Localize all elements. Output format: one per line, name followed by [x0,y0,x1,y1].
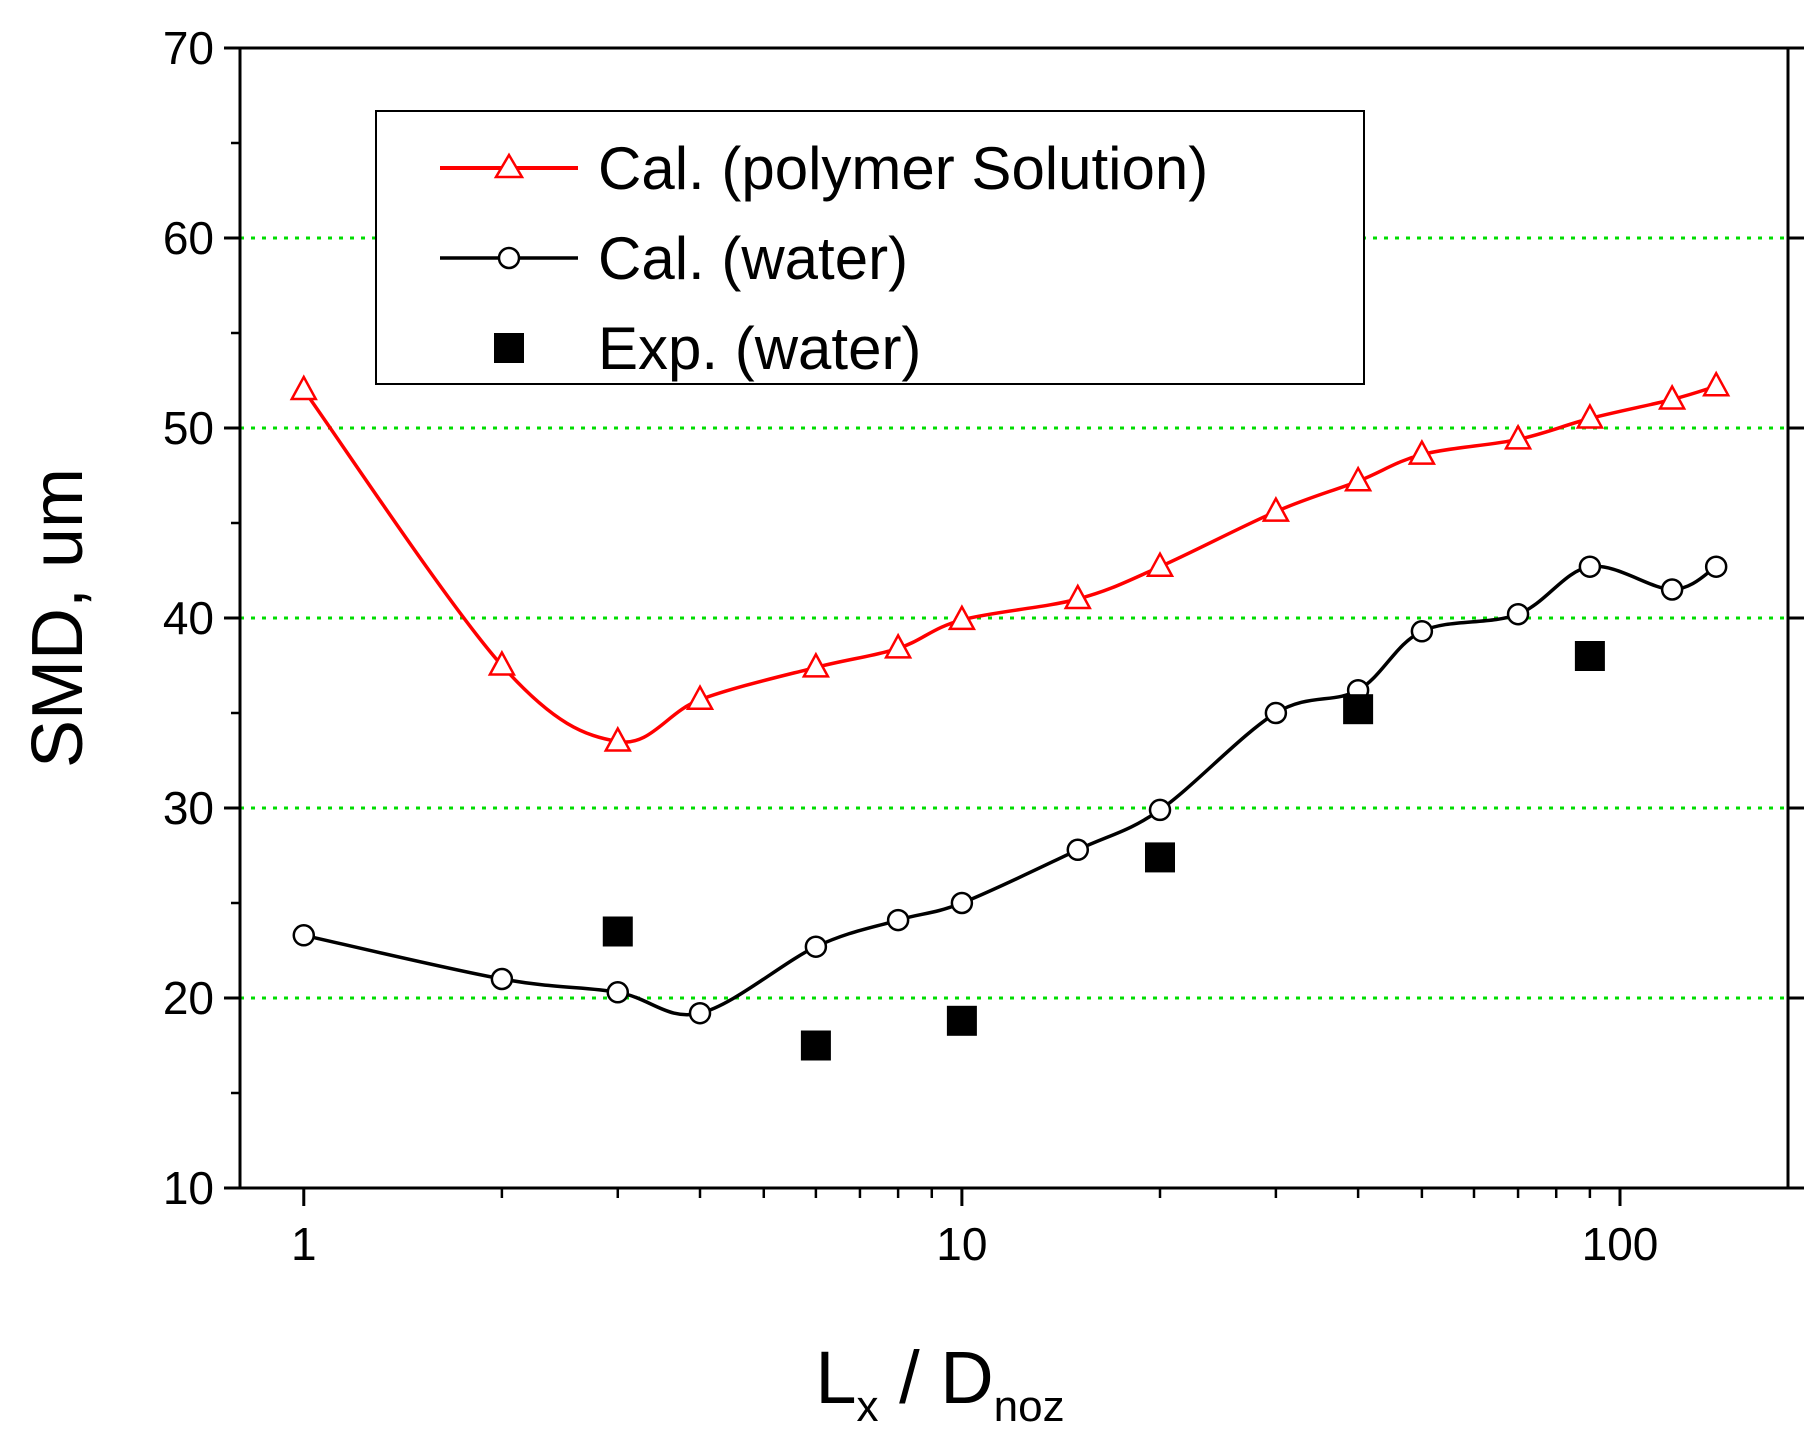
x-tick-label: 1 [291,1218,317,1270]
x-axis-title: Lx / Dnoz [815,1336,1064,1431]
data-point-triangle [1575,402,1604,429]
y-tick-label: 10 [163,1162,214,1214]
data-point-circle [1578,555,1602,578]
data-point-square [800,1030,831,1061]
legend-label-water-exp: Exp. (water) [598,315,921,382]
data-point-triangle [1063,583,1092,610]
data-point-circle [1148,798,1172,822]
data-point-triangle [289,374,318,401]
data-point-triangle [487,649,516,676]
data-point-circle [1264,701,1288,725]
legend-item-water-cal: Cal. (water) [440,225,908,292]
data-point-triangle [1145,551,1175,577]
data-point-triangle [884,632,913,659]
legend: Cal. (polymer Solution) Cal. (water) Exp… [375,110,1365,385]
data-point-square [1574,641,1605,671]
series-line-1 [303,564,1718,1017]
data-point-circle [688,1001,712,1025]
y-tick-label: 70 [163,22,214,74]
data-point-circle [1066,838,1090,862]
legend-marker-water-cal [497,246,521,270]
legend-marker-polymer [493,152,525,179]
legend-item-water-exp: Exp. (water) [494,315,921,382]
data-point-circle [950,891,974,915]
data-point-triangle [1261,495,1290,522]
data-point-square [1343,694,1374,725]
x-tick-label: 100 [1582,1218,1659,1270]
x-axis-title-d: D [940,1336,993,1419]
y-tick-label: 40 [163,592,214,644]
legend-marker-water-exp [494,333,524,363]
data-point-triangle [1344,465,1373,492]
series-line-0 [302,384,1717,744]
data-point-square [946,1005,977,1036]
grid-layer [240,236,1788,1000]
data-point-triangle [1702,370,1731,397]
data-point-triangle [603,725,632,752]
y-axis-title: SMD, um [18,468,98,768]
data-point-circle [1660,578,1684,601]
y-tick-label: 60 [163,212,214,264]
data-point-square [602,916,633,947]
legend-item-polymer: Cal. (polymer Solution) [440,135,1208,202]
data-point-circle [606,981,630,1004]
x-axis-title-sub-noz: noz [994,1382,1065,1431]
y-tick-label: 30 [163,782,214,834]
x-tick-label: 10 [936,1218,987,1270]
data-point-triangle [1503,423,1533,450]
data-point-triangle [1407,438,1436,465]
data-point-circle [1410,620,1434,643]
legend-box [375,110,1365,385]
legend-label-water-cal: Cal. (water) [598,225,908,292]
legend-label-polymer: Cal. (polymer Solution) [598,135,1208,202]
y-tick-label: 50 [163,402,214,454]
y-tick-label: 20 [163,972,214,1024]
data-point-triangle [685,684,715,710]
data-point-triangle [801,651,830,678]
data-point-circle [804,935,828,958]
x-axis-title-sep: / [879,1336,941,1419]
ticks-layer: 10 20 30 40 50 60 70 1 10 100 [163,22,1804,1270]
data-point-square [1145,842,1176,873]
series-layer [289,370,1731,1061]
data-point-circle [490,967,514,991]
data-point-triangle [1658,383,1687,410]
data-point-circle [292,924,316,947]
data-point-circle [1506,602,1530,626]
data-point-circle [886,908,910,932]
x-axis-title-sub-x: x [857,1382,879,1431]
x-axis-title-l: L [815,1336,856,1419]
data-point-circle [1704,555,1728,578]
data-point-triangle [947,604,976,631]
